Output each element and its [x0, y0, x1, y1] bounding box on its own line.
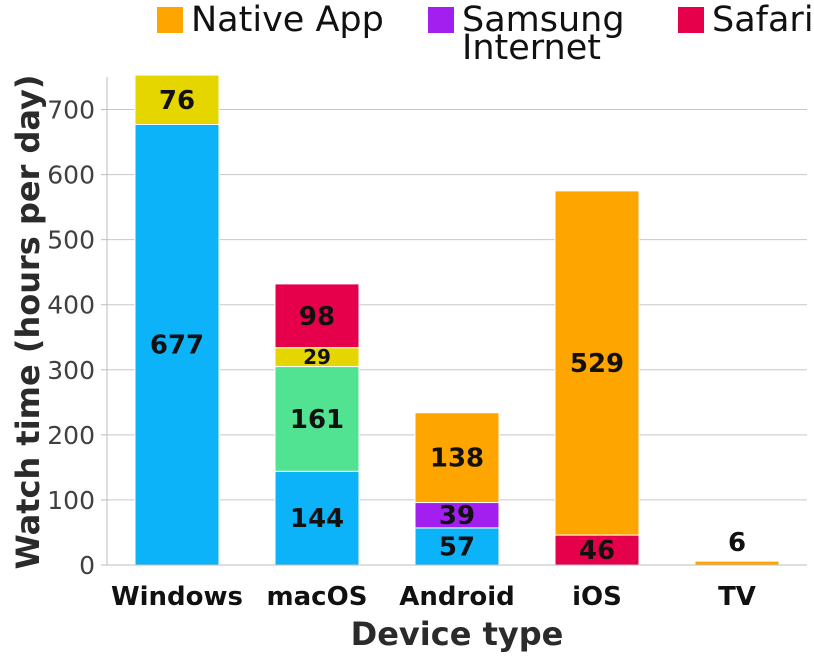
bars: [134, 74, 780, 566]
y-axis-title: Watch time (hours per day): [9, 74, 47, 569]
data-label: 98: [299, 302, 335, 332]
data-label: 76: [159, 86, 195, 116]
y-tick-label: 300: [47, 356, 95, 385]
bar-segment: [274, 283, 360, 349]
legend: Native App Samsung Internet Safari: [157, 0, 814, 68]
data-label: 677: [150, 331, 204, 361]
bar-segment: [274, 470, 360, 566]
data-label: 138: [430, 444, 484, 474]
data-label: 57: [439, 532, 475, 562]
data-label: 46: [579, 536, 615, 566]
y-axis-ticks: 0 100 200 300 400 500 600 700: [47, 96, 107, 580]
y-tick-label: 200: [47, 421, 95, 450]
x-tick-label: Windows: [111, 582, 243, 612]
bar-segment: [274, 366, 360, 472]
y-tick-label: 400: [47, 291, 95, 320]
legend-label: Safari: [712, 0, 814, 40]
bar-segment: [554, 190, 640, 536]
bar-segment: [414, 527, 500, 566]
data-label: 6: [728, 528, 746, 558]
legend-label: Native App: [191, 0, 384, 40]
legend-swatch: [678, 7, 704, 33]
legend-swatch: [157, 7, 183, 33]
data-label: 39: [439, 501, 475, 531]
legend-label: Samsung Internet: [462, 0, 625, 68]
bar-segment: [414, 412, 500, 504]
data-label: 161: [290, 405, 344, 435]
data-label: 29: [303, 345, 331, 369]
data-label: 144: [290, 504, 344, 534]
y-tick-label: 700: [47, 96, 95, 125]
bar-segment: [134, 74, 220, 125]
x-tick-label: macOS: [267, 582, 368, 612]
y-tick-label: 500: [47, 226, 95, 255]
y-tick-label: 100: [47, 486, 95, 515]
bar-segment: [554, 534, 640, 566]
legend-swatch: [428, 7, 454, 33]
x-axis-ticks: Windows macOS Android iOS TV: [111, 582, 756, 612]
gridlines: [107, 109, 807, 501]
x-tick-label: iOS: [572, 582, 622, 612]
y-tick-label: 0: [79, 551, 95, 580]
x-tick-label: Android: [399, 582, 514, 612]
y-tick-label: 600: [47, 161, 95, 190]
bar-segment: [694, 560, 780, 566]
data-label: 529: [570, 349, 624, 379]
bar-segment: [414, 502, 500, 529]
x-tick-label: TV: [718, 582, 756, 612]
x-axis-title: Device type: [351, 615, 564, 653]
